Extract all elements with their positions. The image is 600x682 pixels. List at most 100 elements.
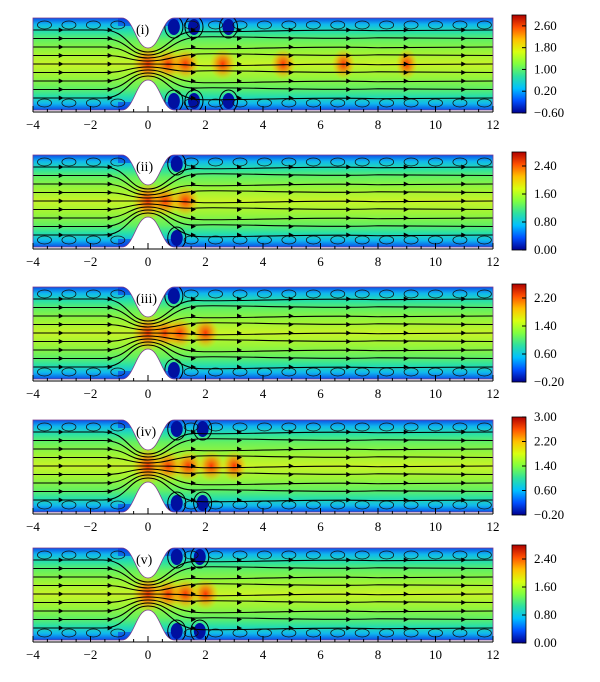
- streamline: [33, 599, 493, 614]
- streamline-arrow: [461, 480, 467, 486]
- wall-loop: [85, 500, 101, 510]
- streamline: [33, 72, 493, 91]
- streamline-arrow: [237, 207, 242, 212]
- streamline-arrow: [107, 574, 113, 580]
- streamline: [33, 322, 493, 331]
- wall-loop: [37, 422, 52, 432]
- streamline: [33, 341, 493, 360]
- streamline-arrow: [191, 557, 196, 563]
- colorbar-tick-label: 0.20: [534, 83, 557, 98]
- streamline-arrow: [288, 61, 294, 67]
- wall-loop: [452, 235, 468, 245]
- streamline-arrow: [107, 480, 113, 486]
- streamline-arrow: [237, 557, 242, 563]
- wall-loop: [208, 98, 223, 108]
- wall-loop: [85, 157, 101, 167]
- streamline-arrow: [237, 70, 242, 75]
- wall-loop: [476, 422, 492, 432]
- wall-loop: [85, 20, 101, 30]
- streamline-arrow: [58, 53, 64, 58]
- streamline-arrow: [107, 356, 113, 361]
- wall-loop: [452, 550, 468, 560]
- wall-loop: [208, 500, 223, 510]
- wall-loop: [110, 20, 126, 30]
- wall-loop: [61, 235, 77, 245]
- streamline-arrow: [288, 455, 294, 460]
- colorbar-tick-label: 1.40: [534, 458, 557, 473]
- streamline-arrow: [461, 339, 467, 344]
- wall-loop: [110, 235, 126, 245]
- panel-3: (iii) −4 −2 0 2 4 6 8 10 12 2.20 1.40 0.60 −0.20: [26, 283, 564, 401]
- vortex-core: [170, 495, 183, 511]
- wall-loop: [37, 367, 52, 377]
- vortex-contour: [193, 420, 213, 441]
- wall-loop: [110, 367, 126, 377]
- streamline-arrow: [461, 224, 467, 229]
- colorbar-tick-label: −0.20: [534, 507, 564, 522]
- streamline-arrow: [237, 364, 242, 370]
- streamline-arrow: [346, 322, 352, 327]
- wall-loop: [61, 367, 77, 377]
- streamline-arrow: [107, 305, 113, 310]
- streamline-arrow: [58, 438, 64, 443]
- x-tick-label: 0: [145, 519, 152, 534]
- wall-loop: [257, 550, 272, 560]
- wall-loop: [330, 500, 346, 510]
- streamline-arrow: [107, 44, 113, 50]
- wall-loop: [61, 20, 77, 30]
- x-tick-label: 10: [429, 647, 442, 662]
- wall-loop: [476, 628, 492, 638]
- wall-loop: [452, 628, 468, 638]
- streamline-arrow: [237, 480, 242, 486]
- vortex-contour: [167, 548, 187, 569]
- streamline-arrow: [288, 339, 294, 344]
- streamline: [33, 335, 493, 343]
- streamline-arrow: [461, 591, 467, 597]
- wall-loop: [208, 550, 223, 560]
- streamline: [33, 29, 493, 53]
- streamline-arrow: [237, 608, 242, 614]
- wall-loop: [354, 235, 370, 245]
- streamline-arrow: [403, 438, 409, 443]
- streamline-arrow: [288, 347, 294, 353]
- streamline-arrow: [403, 296, 409, 302]
- wall-loop: [428, 550, 443, 560]
- vortex-core: [167, 93, 180, 109]
- x-tick-label: 2: [202, 117, 209, 132]
- colorbar-tick-label: 2.20: [534, 434, 557, 449]
- streamline-arrow: [237, 489, 242, 494]
- streamline-arrow: [58, 95, 64, 101]
- streamline-arrow: [288, 438, 294, 443]
- x-tick-label: 2: [202, 647, 209, 662]
- streamline-arrow: [346, 313, 352, 319]
- wall-loop: [305, 98, 321, 108]
- streamline-arrow: [461, 305, 467, 310]
- colorbar: 3.00 2.20 1.40 0.60 −0.20: [511, 409, 564, 522]
- streamline: [33, 559, 493, 583]
- streamline-arrow: [288, 429, 294, 435]
- streamline-arrow: [403, 364, 409, 370]
- x-tick-label: 0: [145, 254, 152, 269]
- wall-loop: [476, 367, 492, 377]
- streamline-arrow: [237, 438, 242, 443]
- streamline-arrow: [58, 591, 64, 597]
- vortex-contour: [167, 619, 187, 640]
- wall-loop: [476, 235, 492, 245]
- wall-loop: [379, 550, 395, 560]
- streamline-arrow: [191, 164, 196, 170]
- streamline-arrow: [58, 347, 64, 353]
- streamline-arrow: [58, 78, 64, 84]
- x-tick-label: 2: [202, 254, 209, 269]
- x-tick-label: 12: [487, 117, 500, 132]
- streamline-arrow: [58, 198, 64, 204]
- colorbar-tick-label: 0.60: [534, 483, 557, 498]
- streamline: [33, 471, 493, 486]
- streamline-arrow: [346, 224, 352, 229]
- streamline-arrow: [346, 198, 352, 204]
- streamline-arrow: [403, 224, 409, 229]
- streamline-arrow: [58, 224, 64, 229]
- wall-loop: [330, 235, 346, 245]
- streamline-arrow: [58, 429, 64, 435]
- wall-loop: [37, 20, 52, 30]
- streamline-arrow: [403, 600, 409, 605]
